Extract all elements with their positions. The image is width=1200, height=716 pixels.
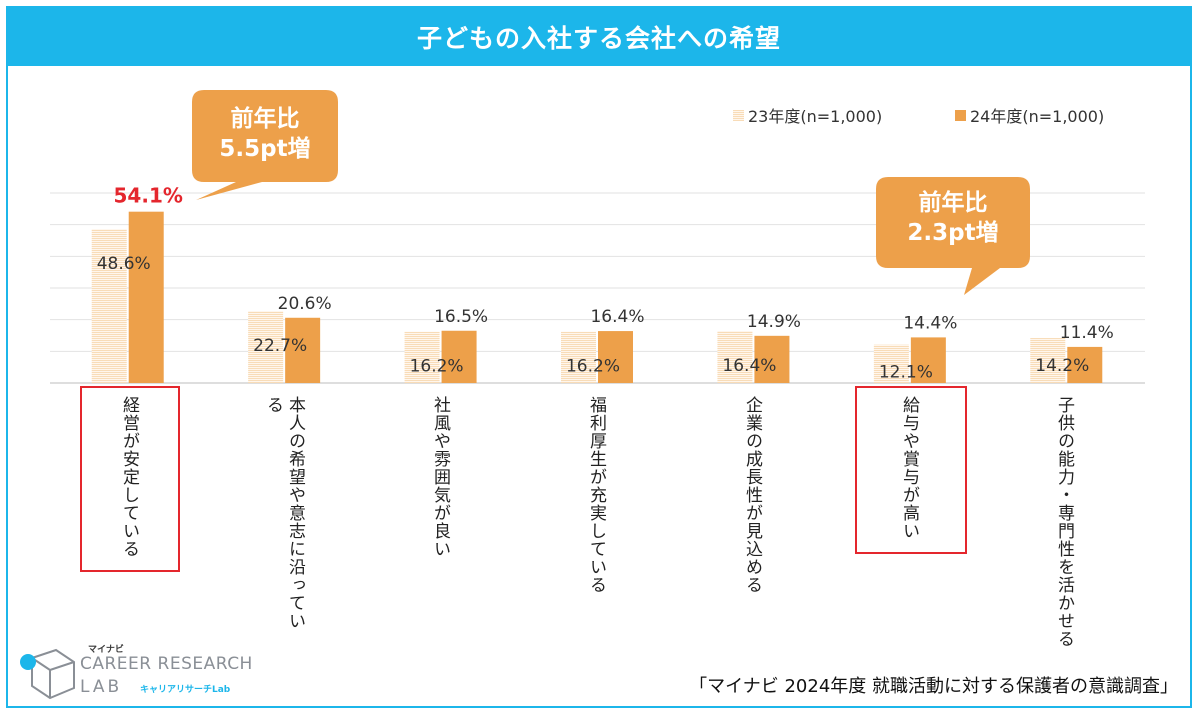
category-label-5: 給与や賞与が高い bbox=[899, 396, 919, 540]
callout-bubble-2 bbox=[876, 177, 1030, 295]
value-label-fy24-1: 20.6% bbox=[278, 294, 332, 314]
callout-bubble-1 bbox=[192, 90, 338, 200]
category-label-4: 企業の成長性が見込める bbox=[742, 396, 762, 594]
cube-logo-icon bbox=[20, 648, 75, 700]
category-label-0: 経営が安定している bbox=[119, 396, 139, 558]
bar-fy23-4 bbox=[717, 331, 753, 383]
legend-fy24-swatch bbox=[955, 109, 966, 121]
logo-brand-top: マイナビ bbox=[88, 645, 124, 655]
bar-fy24-4 bbox=[754, 335, 790, 383]
bar-fy23-5 bbox=[873, 344, 909, 383]
legend-fy23-label: 23年度(n=1,000) bbox=[748, 107, 883, 126]
logo-brand-sub: キャリアリサーチLab bbox=[140, 685, 231, 695]
category-label-2: 社風や雰囲気が良い bbox=[430, 396, 450, 558]
callout-2-text: 前年比 2.3pt増 bbox=[876, 188, 1030, 248]
callout-1-line2: 5.5pt増 bbox=[219, 136, 311, 162]
value-label-fy23-4: 16.4% bbox=[722, 356, 776, 376]
category-label-3: 福利厚生が充実している bbox=[586, 396, 606, 594]
category-label-6: 子供の能力・専門性を活かせる bbox=[1054, 396, 1074, 648]
legend-fy23: 23年度(n=1,000) bbox=[733, 103, 882, 127]
legend-fy24-label: 24年度(n=1,000) bbox=[970, 107, 1105, 126]
bar-fy24-3 bbox=[598, 331, 633, 383]
value-label-fy24-3: 16.4% bbox=[590, 307, 644, 327]
source-citation: 「マイナビ 2024年度 就職活動に対する保護者の意識調査」 bbox=[689, 676, 1178, 697]
legend-fy24: 24年度(n=1,000) bbox=[955, 103, 1104, 127]
category-label-1: 本人の希望や意志に沿っている bbox=[263, 396, 305, 630]
callout-1-text: 前年比 5.5pt増 bbox=[192, 104, 338, 164]
logo-brand-main: CAREER RESEARCH bbox=[80, 654, 253, 674]
legend-fy23-swatch bbox=[733, 109, 744, 121]
bar-fy23-3 bbox=[561, 331, 596, 383]
value-label-fy23-5: 12.1% bbox=[879, 363, 933, 383]
bar-fy24-2 bbox=[441, 330, 477, 383]
value-label-fy24-0: 54.1% bbox=[114, 184, 183, 208]
callout-1-line1: 前年比 bbox=[230, 106, 300, 132]
logo-brand-lab: LAB bbox=[80, 677, 123, 697]
value-label-fy24-2: 16.5% bbox=[434, 307, 488, 327]
bar-fy23-2 bbox=[404, 331, 440, 383]
highlight-box-high-salary bbox=[855, 386, 967, 554]
value-label-fy24-4: 14.9% bbox=[747, 312, 801, 332]
callout-2-line1: 前年比 bbox=[918, 190, 988, 216]
chart-title: 子どもの入社する会社への希望 bbox=[8, 8, 1190, 66]
bar-fy24-0 bbox=[128, 211, 164, 383]
highlight-box-stable-management bbox=[80, 386, 180, 572]
bars bbox=[91, 211, 1103, 383]
bar-fy24-1 bbox=[285, 317, 321, 383]
callout-2-line2: 2.3pt増 bbox=[907, 220, 999, 246]
bar-fy23-6 bbox=[1030, 338, 1066, 383]
value-label-fy23-3: 16.2% bbox=[566, 357, 620, 377]
value-label-fy24-5: 14.4% bbox=[903, 313, 957, 333]
career-research-lab-logo: マイナビ CAREER RESEARCH LAB キャリアリサーチLab bbox=[18, 640, 278, 704]
value-label-fy23-0: 48.6% bbox=[97, 254, 151, 274]
value-label-fy23-2: 16.2% bbox=[410, 357, 464, 377]
value-label-fy24-6: 11.4% bbox=[1060, 323, 1114, 343]
bar-fy24-6 bbox=[1067, 346, 1103, 383]
bar-fy23-1 bbox=[248, 311, 284, 383]
bar-fy24-5 bbox=[910, 337, 946, 383]
value-label-fy23-1: 22.7% bbox=[253, 336, 307, 356]
value-labels: 48.6% 54.1% 22.7% 20.6% 16.2% 16.5% 16.2% 16.4%… bbox=[97, 184, 1114, 383]
value-label-fy23-6: 14.2% bbox=[1035, 356, 1089, 376]
bar-fy23-0 bbox=[91, 229, 127, 383]
